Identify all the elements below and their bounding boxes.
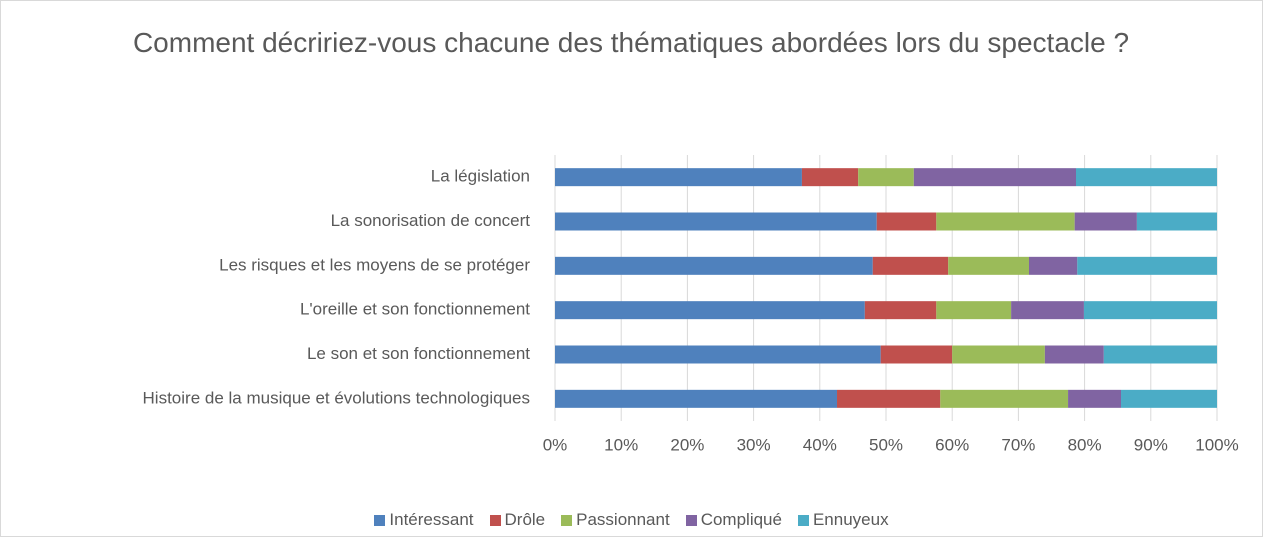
bar-segment: [936, 212, 1075, 231]
legend-item: Passionnant: [561, 510, 670, 530]
x-tick-label: 10%: [604, 435, 638, 454]
bar-segment: [1044, 345, 1104, 364]
bar-segment: [858, 168, 914, 187]
bar-segment: [864, 301, 937, 320]
bar-segment: [936, 301, 1012, 320]
y-tick-label: L'oreille et son fonctionnement: [300, 300, 530, 319]
bar-segment: [913, 168, 1076, 187]
bar-segment: [1075, 168, 1217, 187]
bar-segment: [948, 256, 1029, 275]
bar-segment: [1074, 212, 1137, 231]
bar-segment: [952, 345, 1045, 364]
legend-swatch: [489, 514, 501, 526]
legend-label: Passionnant: [576, 510, 670, 529]
bar-segment: [872, 256, 949, 275]
bar-segment: [1103, 345, 1217, 364]
bar-segment: [1077, 256, 1217, 275]
bar-segment: [1136, 212, 1217, 231]
bar-segment: [555, 256, 873, 275]
legend-swatch: [561, 514, 573, 526]
bar-segment: [555, 389, 838, 408]
legend-swatch: [685, 514, 697, 526]
legend-label: Ennuyeux: [812, 510, 889, 529]
bar-segment: [555, 345, 881, 364]
legend-label: Drôle: [504, 510, 546, 529]
legend: Intéressant Drôle Passionnant Compliqué Ennu…: [0, 510, 1263, 530]
y-tick-label: Le son et son fonctionnement: [307, 344, 530, 363]
x-tick-label: 60%: [935, 435, 969, 454]
y-tick-label: La législation: [431, 167, 530, 186]
bar-segment: [940, 389, 1069, 408]
x-tick-label: 50%: [869, 435, 903, 454]
x-tick-label: 80%: [1068, 435, 1102, 454]
bar-segment: [1083, 301, 1217, 320]
bar-segment: [555, 301, 865, 320]
legend-item: Drôle: [489, 510, 546, 530]
chart-title: Comment décririez-vous chacune des théma…: [132, 27, 1130, 58]
bar-segment: [801, 168, 859, 187]
bar-segment: [880, 345, 953, 364]
x-tick-label: 0%: [543, 435, 568, 454]
legend-item: Compliqué: [685, 510, 782, 530]
legend-swatch: [797, 514, 809, 526]
x-tick-label: 70%: [1001, 435, 1035, 454]
legend-label: Intéressant: [389, 510, 474, 529]
x-tick-label: 30%: [737, 435, 771, 454]
legend-item: Intéressant: [374, 510, 474, 530]
y-tick-label: Histoire de la musique et évolutions tec…: [143, 388, 530, 407]
bar-segment: [555, 168, 802, 187]
bar-segment: [837, 389, 941, 408]
bar-segment: [1011, 301, 1084, 320]
x-tick-label: 100%: [1195, 435, 1238, 454]
legend-label: Compliqué: [700, 510, 782, 529]
legend-swatch: [374, 514, 386, 526]
bar-segment: [1068, 389, 1122, 408]
y-tick-label: La sonorisation de concert: [331, 211, 531, 230]
bar-segment: [1121, 389, 1217, 408]
bar-segment: [555, 212, 877, 231]
legend-item: Ennuyeux: [797, 510, 889, 530]
x-tick-label: 90%: [1134, 435, 1168, 454]
bar-segment: [1028, 256, 1078, 275]
y-tick-label: Les risques et les moyens de se protéger: [219, 255, 530, 274]
x-tick-label: 20%: [670, 435, 704, 454]
bar-segment: [876, 212, 937, 231]
x-tick-label: 40%: [803, 435, 837, 454]
